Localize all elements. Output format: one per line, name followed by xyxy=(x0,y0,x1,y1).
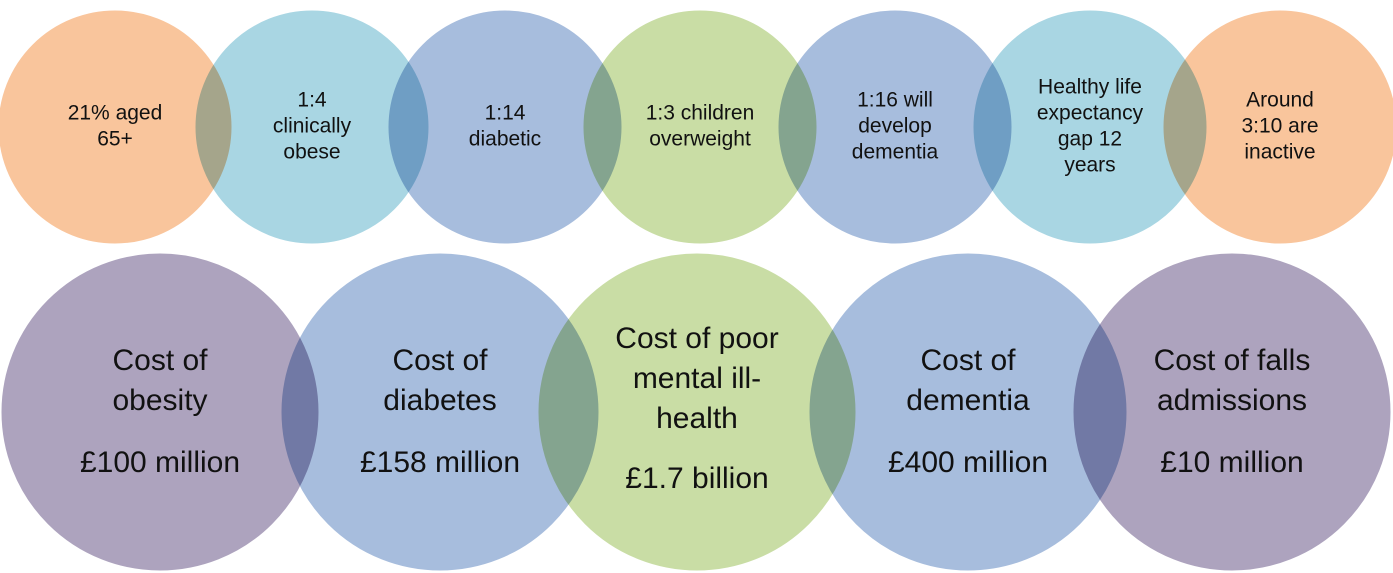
cost-amount: £10 million xyxy=(1160,446,1303,479)
stat-circle xyxy=(1160,7,1393,247)
cost-title: Cost of xyxy=(920,344,1016,377)
stat-text: 65+ xyxy=(97,128,133,151)
stat-text: gap 12 xyxy=(1058,128,1122,151)
cost-title: obesity xyxy=(112,384,207,417)
stat-text: 1:3 children xyxy=(646,102,755,125)
cost-amount: £158 million xyxy=(360,446,520,479)
stat-text: develop xyxy=(858,115,932,138)
cost-title: Cost of xyxy=(112,344,208,377)
stat-text: 1:16 will xyxy=(857,89,933,112)
stat-text: 21% aged xyxy=(68,102,163,125)
stat-text: dementia xyxy=(852,141,939,164)
cost-title: mental ill- xyxy=(633,362,761,395)
cost-title: admissions xyxy=(1157,384,1307,417)
stat-text: diabetic xyxy=(469,128,541,151)
stat-text: years xyxy=(1064,154,1115,177)
stat-text: overweight xyxy=(649,128,751,151)
cost-title: dementia xyxy=(906,384,1030,417)
cost-title: Cost of poor xyxy=(615,322,778,355)
stat-text: 1:4 xyxy=(297,89,327,112)
cost-title: diabetes xyxy=(383,384,496,417)
cost-title: Cost of xyxy=(392,344,488,377)
stat-text: expectancy xyxy=(1037,102,1144,125)
cost-title: Cost of falls xyxy=(1154,344,1311,377)
stat-text: Healthy life xyxy=(1038,76,1142,99)
cost-amount: £100 million xyxy=(80,446,240,479)
stat-text: inactive xyxy=(1244,141,1315,164)
stat-text: obese xyxy=(283,141,340,164)
stat-text: 1:14 xyxy=(485,102,526,125)
stat-text: Around xyxy=(1246,89,1314,112)
cost-title: health xyxy=(656,402,738,435)
stat-text: clinically xyxy=(273,115,352,138)
cost-circle xyxy=(1070,250,1393,573)
cost-amount: £400 million xyxy=(888,446,1048,479)
stat-text: 3:10 are xyxy=(1241,115,1318,138)
cost-amount: £1.7 billion xyxy=(625,462,768,495)
